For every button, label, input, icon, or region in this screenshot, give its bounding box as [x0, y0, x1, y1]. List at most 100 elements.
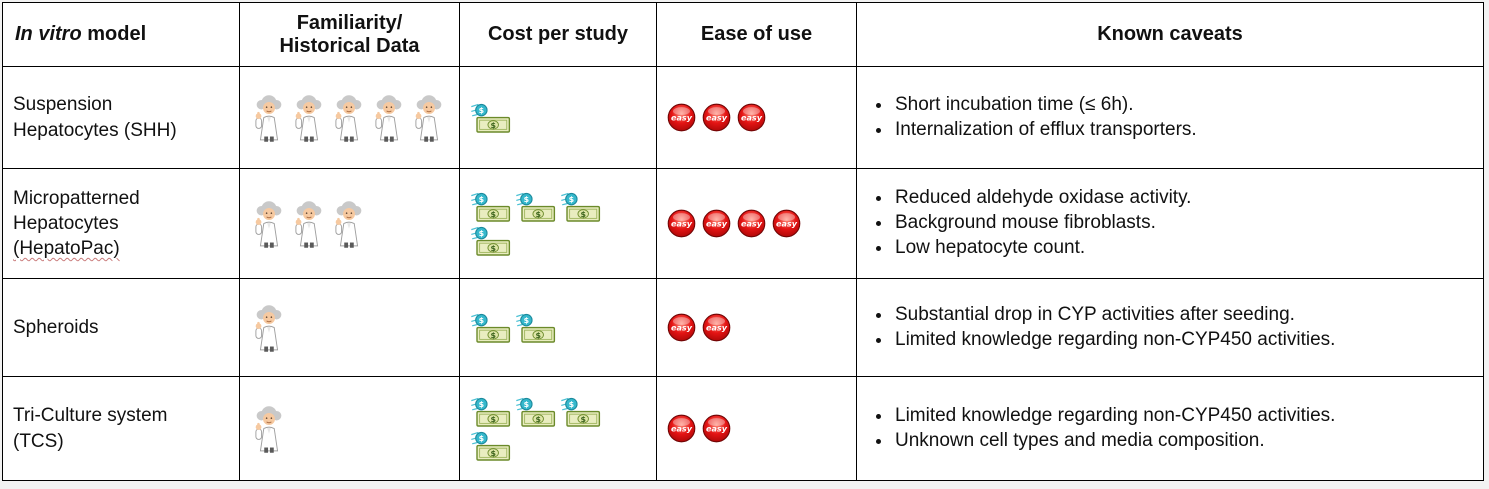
- model-name-line: Suspension: [13, 94, 113, 116]
- scientist-icon: [330, 200, 368, 248]
- caveats-list: Short incubation time (≤ 6h).Internaliza…: [867, 93, 1473, 142]
- scientist-icon: [290, 94, 328, 142]
- model-name-line: (TCS): [13, 430, 64, 452]
- ease-cell-icons: [667, 414, 846, 443]
- header-cost: Cost per study: [459, 2, 657, 67]
- comparison-table: In vitro model Familiarity/Historical Da…: [2, 2, 1484, 481]
- money-bill-coin-icon: [560, 191, 602, 223]
- easy-button-icon: [667, 414, 696, 443]
- caveats-cell: Reduced aldehyde oxidase activity.Backgr…: [856, 168, 1484, 279]
- cost-cell: [459, 376, 657, 481]
- table-header: In vitro model Familiarity/Historical Da…: [2, 2, 1484, 67]
- comparison-table-body: Suspension Hepatocytes (SHH) Short incubat…: [2, 66, 1484, 481]
- easy-button-icon: [667, 103, 696, 132]
- money-bill-coin-icon: [470, 225, 512, 257]
- caveat-item: Substantial drop in CYP activities after…: [893, 303, 1473, 328]
- model-name-line: Micropatterned: [13, 187, 140, 209]
- model-cell: Spheroids: [2, 278, 240, 377]
- cost-cell-icons: [470, 191, 646, 257]
- money-bill-coin-icon: [470, 191, 512, 223]
- money-bill-coin-icon: [470, 102, 512, 134]
- ease-cell: [656, 66, 857, 169]
- cost-cell-icons: [470, 312, 646, 344]
- caveat-item: Limited knowledge regarding non-CYP450 a…: [893, 404, 1473, 429]
- model-name-line: Hepatocytes: [13, 212, 119, 234]
- familiarity-cell: [239, 66, 460, 169]
- easy-button-icon: [667, 209, 696, 238]
- header-model-italic: In vitro: [15, 23, 82, 45]
- easy-button-icon: [667, 313, 696, 342]
- cost-cell-icons: [470, 396, 646, 462]
- scientist-icon: [290, 200, 328, 248]
- cost-cell: [459, 278, 657, 377]
- caveat-item: Internalization of efflux transporters.: [893, 118, 1473, 143]
- cost-cell-icons: [470, 102, 646, 134]
- familiarity-cell-icons: [250, 405, 449, 453]
- header-row: In vitro model Familiarity/Historical Da…: [2, 2, 1484, 67]
- model-name-line: Spheroids: [13, 316, 99, 338]
- money-bill-coin-icon: [470, 396, 512, 428]
- ease-cell-icons: [667, 103, 846, 132]
- easy-button-icon: [702, 414, 731, 443]
- table-row: Tri-Culture system (TCS) Limited knowledge…: [2, 376, 1484, 481]
- familiarity-cell: [239, 168, 460, 279]
- easy-button-icon: [702, 103, 731, 132]
- easy-button-icon: [702, 313, 731, 342]
- money-bill-coin-icon: [515, 312, 557, 344]
- scientist-icon: [330, 94, 368, 142]
- model-name-line: (HepatoPac): [13, 238, 120, 260]
- caveat-item: Limited knowledge regarding non-CYP450 a…: [893, 328, 1473, 353]
- ease-cell-icons: [667, 209, 846, 238]
- scientist-icon: [250, 200, 288, 248]
- familiarity-cell: [239, 278, 460, 377]
- easy-button-icon: [772, 209, 801, 238]
- header-familiarity: Familiarity/Historical Data: [239, 2, 460, 67]
- header-familiarity-line2: Historical Data: [279, 34, 420, 57]
- model-cell: Suspension Hepatocytes (SHH): [2, 66, 240, 169]
- header-model: In vitro model: [2, 2, 240, 67]
- familiarity-cell-icons: [250, 94, 449, 142]
- scientist-icon: [250, 94, 288, 142]
- cost-cell: [459, 66, 657, 169]
- model-name-line: Hepatocytes (SHH): [13, 119, 177, 141]
- ease-cell: [656, 376, 857, 481]
- ease-cell-icons: [667, 313, 846, 342]
- money-bill-coin-icon: [560, 396, 602, 428]
- caveat-item: Reduced aldehyde oxidase activity.: [893, 186, 1473, 211]
- caveat-item: Low hepatocyte count.: [893, 236, 1473, 261]
- money-bill-coin-icon: [515, 191, 557, 223]
- scientist-icon: [370, 94, 408, 142]
- caveats-list: Substantial drop in CYP activities after…: [867, 303, 1473, 352]
- header-caveats: Known caveats: [856, 2, 1484, 67]
- table-row: Spheroids Substantial drop in CYP activit…: [2, 278, 1484, 377]
- cost-cell: [459, 168, 657, 279]
- ease-cell: [656, 168, 857, 279]
- header-ease: Ease of use: [656, 2, 857, 67]
- caveats-list: Reduced aldehyde oxidase activity.Backgr…: [867, 186, 1473, 260]
- caveats-cell: Short incubation time (≤ 6h).Internaliza…: [856, 66, 1484, 169]
- scientist-icon: [410, 94, 448, 142]
- money-bill-coin-icon: [515, 396, 557, 428]
- ease-cell: [656, 278, 857, 377]
- table-row: Micropatterned Hepatocytes (HepatoPac) Redu…: [2, 168, 1484, 279]
- caveats-cell: Limited knowledge regarding non-CYP450 a…: [856, 376, 1484, 481]
- caveats-list: Limited knowledge regarding non-CYP450 a…: [867, 404, 1473, 453]
- table-row: Suspension Hepatocytes (SHH) Short incubat…: [2, 66, 1484, 169]
- scientist-icon: [250, 405, 288, 453]
- easy-button-icon: [737, 103, 766, 132]
- scientist-icon: [250, 304, 288, 352]
- money-bill-coin-icon: [470, 312, 512, 344]
- familiarity-cell-icons: [250, 304, 449, 352]
- header-model-rest: model: [81, 23, 147, 45]
- caveats-cell: Substantial drop in CYP activities after…: [856, 278, 1484, 377]
- caveat-item: Unknown cell types and media composition…: [893, 429, 1473, 454]
- caveat-item: Short incubation time (≤ 6h).: [893, 93, 1473, 118]
- easy-button-icon: [702, 209, 731, 238]
- familiarity-cell-icons: [250, 200, 449, 248]
- model-cell: Tri-Culture system (TCS): [2, 376, 240, 481]
- model-cell: Micropatterned Hepatocytes (HepatoPac): [2, 168, 240, 279]
- header-familiarity-line1: Familiarity/: [296, 11, 403, 34]
- caveat-item: Background mouse fibroblasts.: [893, 211, 1473, 236]
- model-name-line: Tri-Culture system: [13, 405, 168, 427]
- money-bill-coin-icon: [470, 430, 512, 462]
